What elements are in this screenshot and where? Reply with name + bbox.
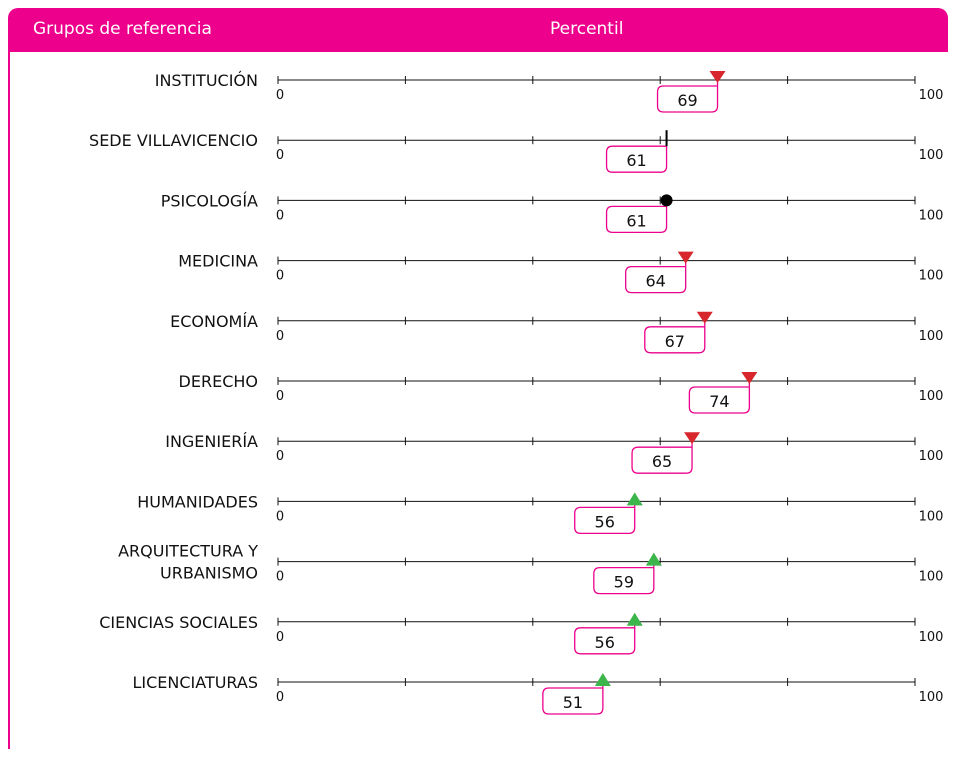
tick-label-min: 0 [276,690,284,705]
value-callout-humanidades [574,503,636,535]
row-label-derecho: DERECHO [179,372,258,391]
value-label-humanidades: 56 [595,512,615,531]
header-reference-groups: Grupos de referencia [33,19,212,39]
marker-down-ingenieria [684,432,701,445]
chart-frame: Grupos de referencia Percentil [8,8,948,749]
marker-down-institucion [709,71,726,83]
tick-label-max: 100 [919,148,944,163]
value-label-medicina: 64 [646,272,666,291]
tick-label-max: 100 [919,389,944,404]
value-callout-arquitectura-y-urbanismo [593,563,655,595]
tick-label-min: 0 [276,389,284,404]
marker-down-economia [696,311,713,324]
row-label-psicologia: PSICOLOGÍA [161,191,258,210]
value-label-institucion: 69 [677,91,697,110]
tick-label-min: 0 [276,269,284,284]
marker-down-medicina [677,251,694,264]
row-label-institucion: INSTITUCIÓN [155,71,258,90]
value-callout-derecho [688,383,751,414]
tick-label-min: 0 [276,208,284,223]
tick-label-max: 100 [919,449,944,464]
value-label-licenciaturas: 51 [563,693,583,712]
tick-label-max: 100 [919,630,944,645]
marker-down-derecho [741,372,758,384]
value-label-derecho: 74 [709,392,729,411]
value-label-ingenieria: 65 [652,452,672,471]
chart-header: Grupos de referencia Percentil [8,8,948,52]
tick-label-min: 0 [276,88,284,103]
value-label-sede-villavicencio: 61 [626,151,646,170]
tick-label-max: 100 [919,690,944,705]
value-callout-economia [644,322,706,354]
value-callout-ciencias-sociales [574,623,636,655]
marker-up-humanidades [626,492,643,506]
tick-label-min: 0 [276,148,284,163]
row-label-sede-villavicencio: SEDE VILLAVICENCIO [89,131,258,150]
value-callout-sede-villavicencio [605,142,668,173]
value-label-economia: 67 [665,332,685,351]
tick-label-min: 0 [276,329,284,344]
value-label-ciencias-sociales: 56 [595,633,615,652]
marker-up-arquitectura-y-urbanismo [645,552,662,566]
tick-label-max: 100 [919,208,944,223]
value-callout-medicina [625,262,687,294]
row-label-ingenieria: INGENIERÍA [165,432,258,451]
row-label-medicina: MEDICINA [178,252,258,271]
row-label-economia: ECONOMÍA [170,312,258,331]
tick-label-min: 0 [276,630,284,645]
row-label-licenciaturas: LICENCIATURAS [132,673,258,692]
marker-circle-psicologia [660,194,673,207]
frame-left-border [8,52,10,749]
tick-label-max: 100 [919,570,944,585]
tick-label-max: 100 [919,329,944,344]
value-callout-institucion [656,82,719,113]
marker-up-ciencias-sociales [626,612,643,626]
row-label-humanidades: HUMANIDADES [137,492,258,511]
tick-label-min: 0 [276,509,284,524]
tick-label-max: 100 [919,88,944,103]
marker-up-licenciaturas [594,673,611,686]
value-callout-licenciaturas [542,684,604,715]
value-label-psicologia: 61 [626,211,646,230]
tick-label-min: 0 [276,570,284,585]
value-label-arquitectura-y-urbanismo: 59 [614,573,634,592]
value-callout-psicologia [605,202,668,234]
row-label-arquitectura-y-urbanismo: ARQUITECTURA Y URBANISMO [118,542,258,583]
row-label-ciencias-sociales: CIENCIAS SOCIALES [99,613,258,632]
tick-label-max: 100 [919,509,944,524]
header-percentile: Percentil [550,19,624,39]
value-callout-ingenieria [631,443,693,474]
tick-label-max: 100 [919,269,944,284]
tick-label-min: 0 [276,449,284,464]
